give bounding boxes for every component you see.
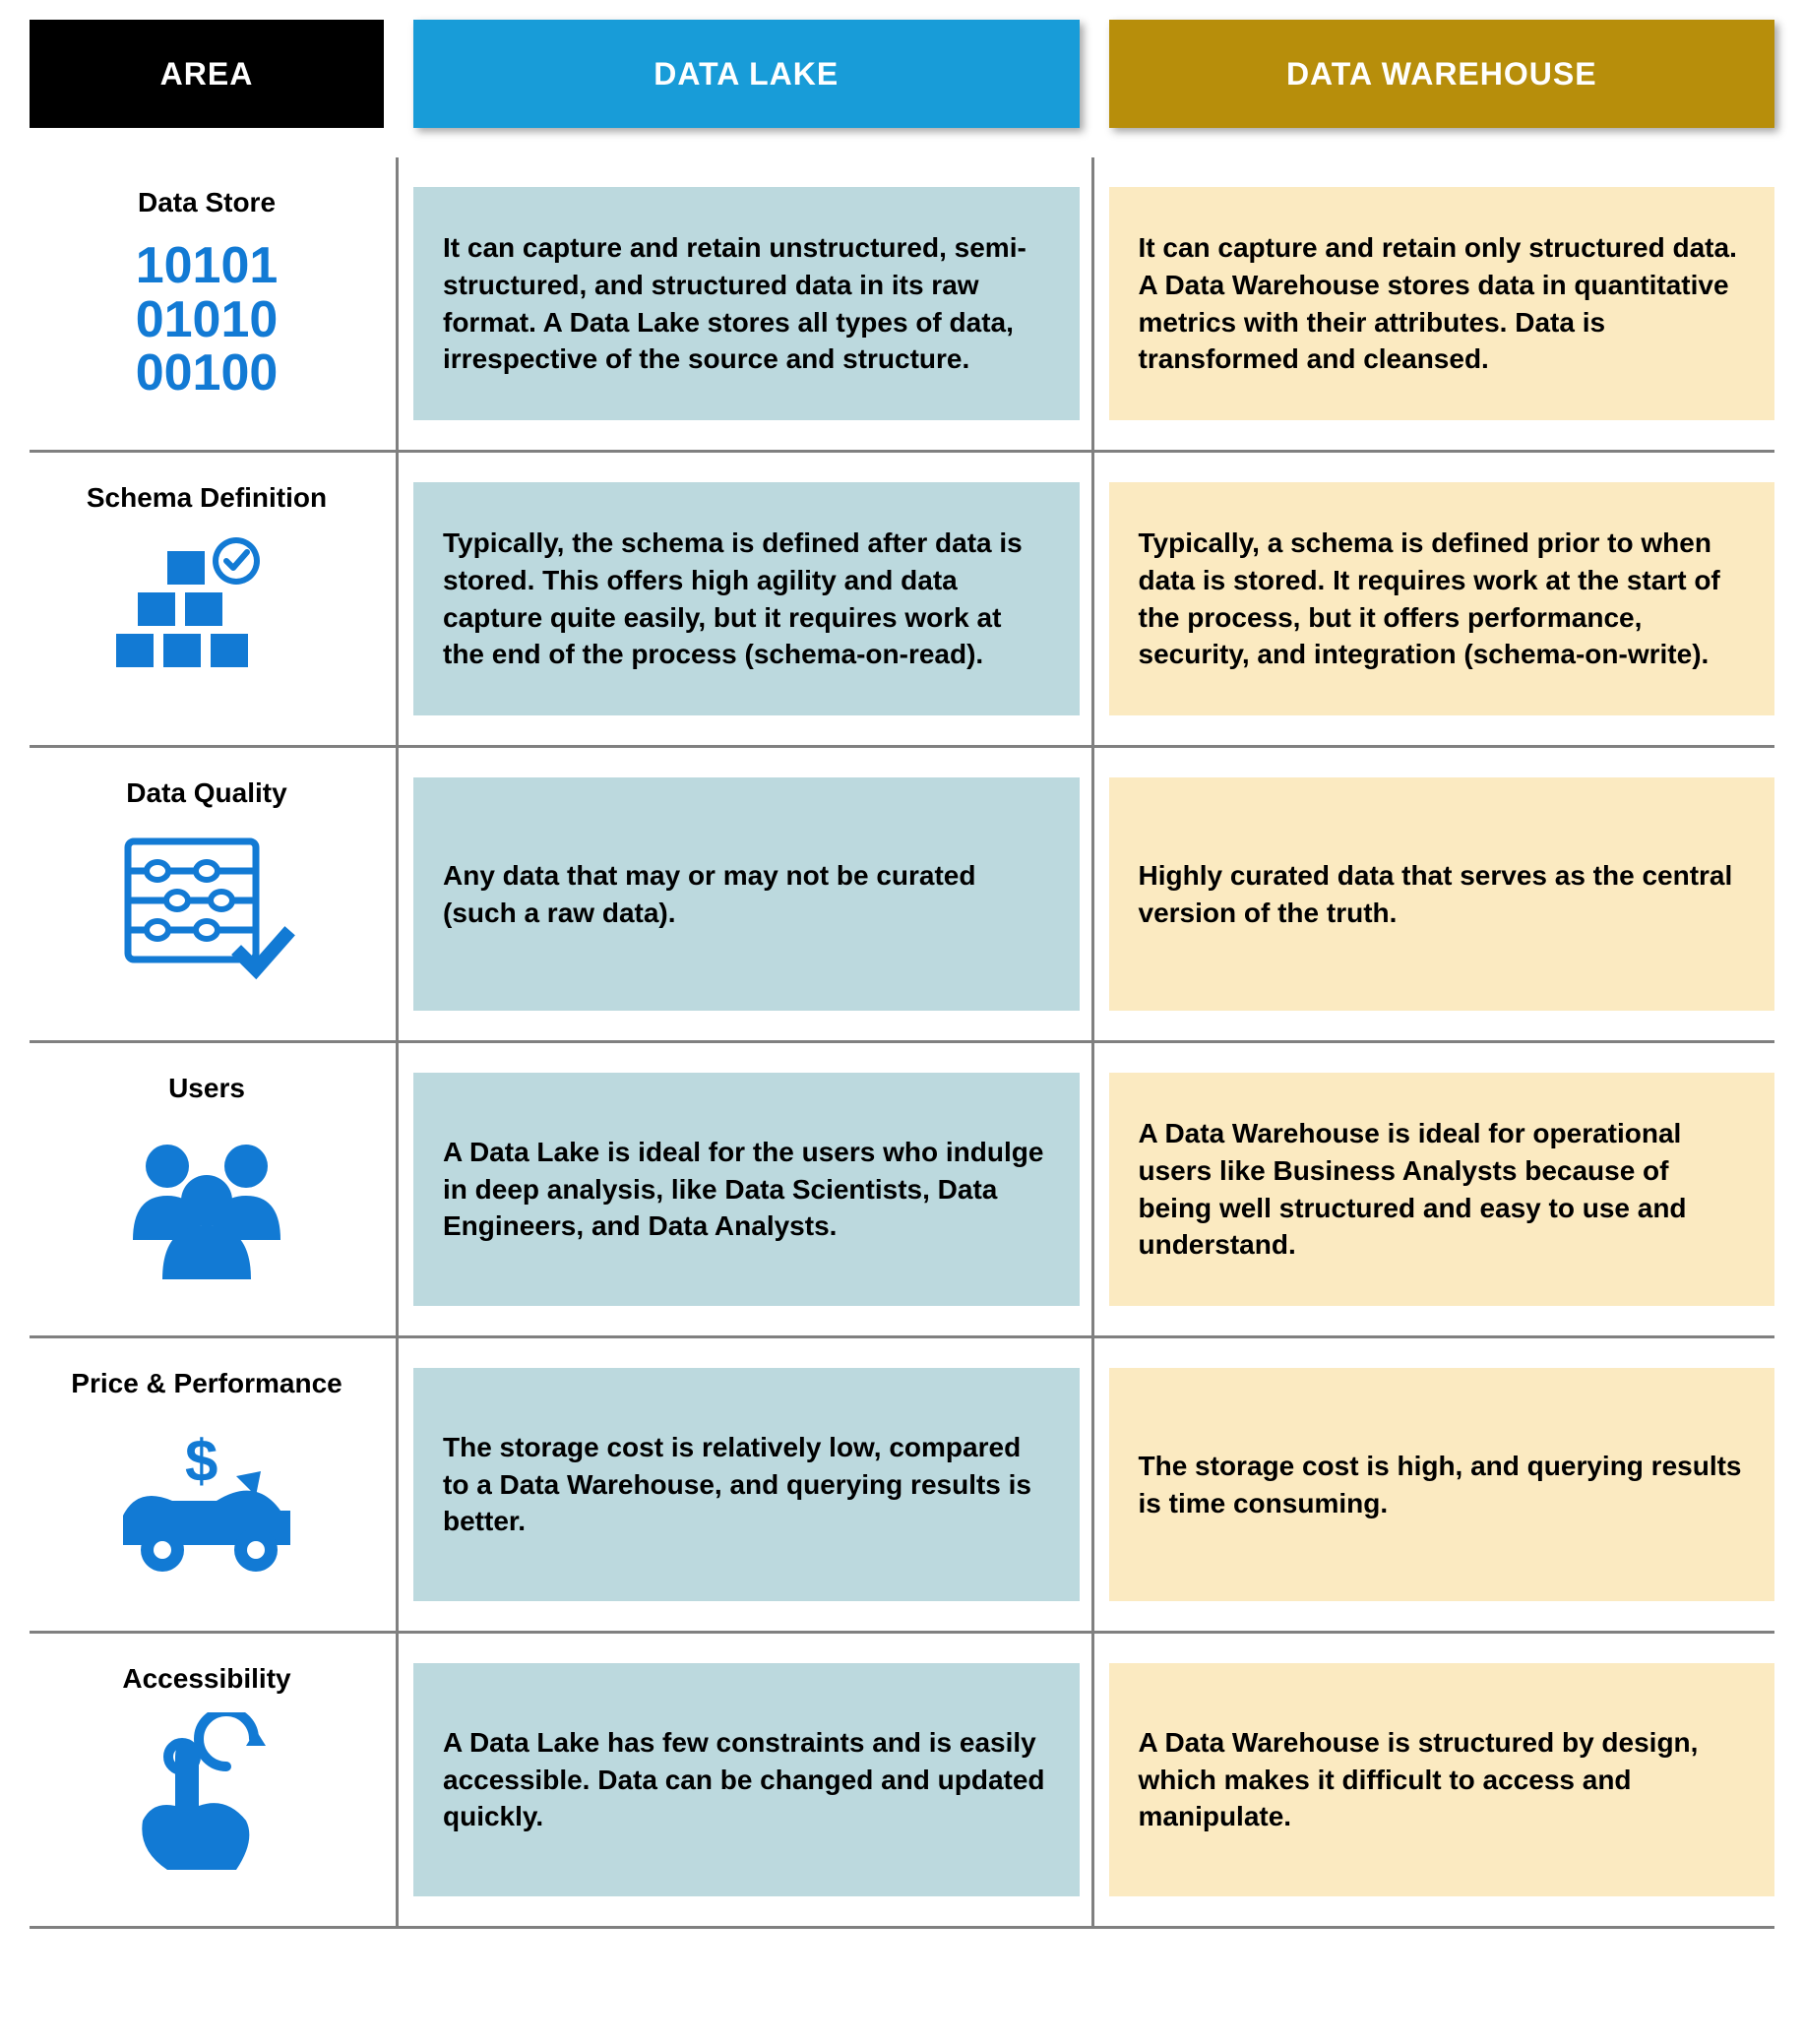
- lake-cell: It can capture and retain unstructured, …: [413, 187, 1080, 420]
- area-cell: Price & Performance $: [30, 1368, 384, 1601]
- lake-cell: A Data Lake has few constraints and is e…: [413, 1663, 1080, 1896]
- cell-text: It can capture and retain unstructured, …: [443, 229, 1050, 378]
- warehouse-cell: It can capture and retain only structure…: [1109, 187, 1775, 420]
- cell-text: Highly curated data that serves as the c…: [1139, 857, 1746, 932]
- cell-text: A Data Lake has few constraints and is e…: [443, 1724, 1050, 1835]
- row-price-performance: Price & Performance $ The storage cost i…: [30, 1338, 1774, 1634]
- cell-text: Any data that may or may not be curated …: [443, 857, 1050, 932]
- binary-line: 01010: [136, 293, 279, 347]
- comparison-table: AREA DATA LAKE DATA WAREHOUSE Data Store…: [0, 0, 1804, 1968]
- abacus-check-icon: [108, 827, 305, 994]
- area-title: Accessibility: [122, 1663, 290, 1695]
- lake-cell: A Data Lake is ideal for the users who i…: [413, 1073, 1080, 1306]
- area-title: Schema Definition: [87, 482, 327, 514]
- header-data-warehouse: DATA WAREHOUSE: [1109, 20, 1775, 128]
- cell-text: The storage cost is relatively low, comp…: [443, 1429, 1050, 1540]
- binary-line: 10101: [136, 239, 279, 293]
- header-area: AREA: [30, 20, 384, 128]
- row-data-store: Data Store 10101 01010 00100 It can capt…: [30, 157, 1774, 453]
- users-icon: [108, 1122, 305, 1289]
- row-data-quality: Data Quality: [30, 748, 1774, 1043]
- cell-text: Typically, a schema is defined prior to …: [1139, 525, 1746, 673]
- svg-text:$: $: [185, 1428, 218, 1494]
- warehouse-cell: The storage cost is high, and querying r…: [1109, 1368, 1775, 1601]
- area-cell: Data Store 10101 01010 00100: [30, 187, 384, 420]
- cell-text: The storage cost is high, and querying r…: [1139, 1448, 1746, 1522]
- area-title: Price & Performance: [71, 1368, 342, 1399]
- cell-text: A Data Warehouse is structured by design…: [1139, 1724, 1746, 1835]
- warehouse-cell: Highly curated data that serves as the c…: [1109, 777, 1775, 1011]
- area-cell: Accessibility: [30, 1663, 384, 1896]
- lake-cell: Any data that may or may not be curated …: [413, 777, 1080, 1011]
- lake-cell: Typically, the schema is defined after d…: [413, 482, 1080, 715]
- racecar-dollar-icon: $: [108, 1417, 305, 1584]
- warehouse-cell: Typically, a schema is defined prior to …: [1109, 482, 1775, 715]
- cell-text: It can capture and retain only structure…: [1139, 229, 1746, 378]
- warehouse-cell: A Data Warehouse is structured by design…: [1109, 1663, 1775, 1896]
- blocks-check-icon: [108, 531, 305, 699]
- area-cell: Data Quality: [30, 777, 384, 1011]
- area-title: Data Store: [138, 187, 276, 218]
- row-users: Users A Data Lake is ideal for the users…: [30, 1043, 1774, 1338]
- cell-text: A Data Lake is ideal for the users who i…: [443, 1134, 1050, 1245]
- area-title: Users: [168, 1073, 245, 1104]
- area-cell: Users: [30, 1073, 384, 1306]
- binary-icon: 10101 01010 00100: [108, 236, 305, 403]
- touch-refresh-icon: [108, 1712, 305, 1880]
- row-accessibility: Accessibility A Data Lake has few constr…: [30, 1634, 1774, 1929]
- cell-text: Typically, the schema is defined after d…: [443, 525, 1050, 673]
- warehouse-cell: A Data Warehouse is ideal for operationa…: [1109, 1073, 1775, 1306]
- cell-text: A Data Warehouse is ideal for operationa…: [1139, 1115, 1746, 1264]
- lake-cell: The storage cost is relatively low, comp…: [413, 1368, 1080, 1601]
- binary-line: 00100: [136, 346, 279, 401]
- row-schema-definition: Schema Definition Typica: [30, 453, 1774, 748]
- area-cell: Schema Definition: [30, 482, 384, 715]
- header-row: AREA DATA LAKE DATA WAREHOUSE: [30, 20, 1774, 128]
- header-data-lake: DATA LAKE: [413, 20, 1080, 128]
- area-title: Data Quality: [126, 777, 286, 809]
